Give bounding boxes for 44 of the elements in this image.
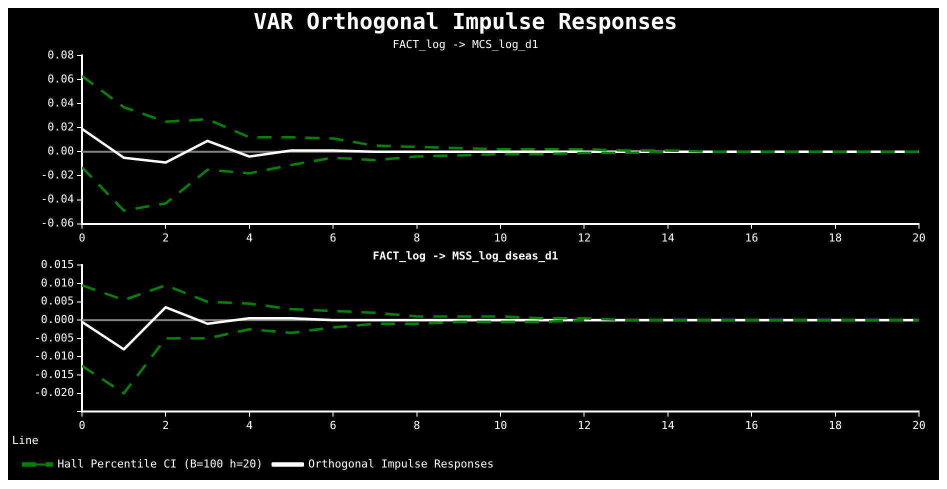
- y-tick-label: 0.00: [48, 144, 74, 158]
- x-tick-label: 10: [494, 419, 508, 432]
- x-tick-label: 8: [413, 231, 420, 244]
- x-tick-label: 12: [578, 231, 591, 244]
- x-tick-label: 2: [162, 231, 170, 244]
- x-tick-label: 6: [330, 231, 336, 244]
- x-tick-label: 18: [828, 231, 842, 244]
- y-tick-label: 0.08: [48, 48, 74, 62]
- x-tick-label: 20: [912, 231, 926, 244]
- x-tick-label: 16: [744, 231, 758, 244]
- x-tick-label: 6: [330, 419, 336, 432]
- legend-title: Line: [12, 434, 38, 448]
- y-tick-label: -0.010: [34, 350, 74, 363]
- chart-title: FACT_log -> MSS_log_dseas_d1: [372, 249, 559, 262]
- x-tick-label: 0: [78, 231, 86, 244]
- y-tick-label: -0.02: [40, 168, 74, 182]
- legend-label: Hall Percentile CI (B=100 h=20): [58, 457, 263, 470]
- x-tick-label: 16: [744, 419, 758, 432]
- chart-subtitle: FACT_log -> MCS_log_d1: [392, 38, 538, 51]
- chart-title: VAR Orthogonal Impulse Responses: [254, 10, 678, 35]
- x-tick-label: 14: [661, 231, 675, 244]
- x-tick-label: 14: [661, 419, 675, 432]
- y-tick-label: -0.04: [40, 192, 74, 206]
- y-tick-label: -0.06: [40, 216, 74, 230]
- x-tick-label: 0: [78, 419, 86, 432]
- x-tick-label: 8: [413, 419, 420, 432]
- y-tick-label: 0.02: [48, 120, 74, 134]
- x-tick-label: 12: [578, 419, 591, 432]
- x-tick-label: 4: [246, 419, 254, 432]
- y-tick-label: -0.005: [34, 331, 74, 344]
- y-tick-label: 0.010: [40, 276, 74, 290]
- y-tick-label: 0.000: [40, 312, 74, 326]
- y-tick-label: -0.015: [34, 368, 74, 381]
- x-tick-label: 20: [912, 419, 926, 432]
- y-tick-label: -0.020: [34, 386, 74, 400]
- y-tick-label: 0.005: [40, 294, 74, 308]
- x-tick-label: 2: [162, 419, 170, 432]
- legend-label: Orthogonal Impulse Responses: [308, 457, 494, 470]
- y-tick-label: 0.04: [48, 96, 74, 110]
- x-tick-label: 10: [494, 231, 508, 244]
- y-tick-label: 0.06: [48, 72, 74, 86]
- x-tick-label: 4: [246, 231, 254, 244]
- x-tick-label: 18: [828, 419, 842, 432]
- y-tick-label: 0.015: [40, 258, 74, 272]
